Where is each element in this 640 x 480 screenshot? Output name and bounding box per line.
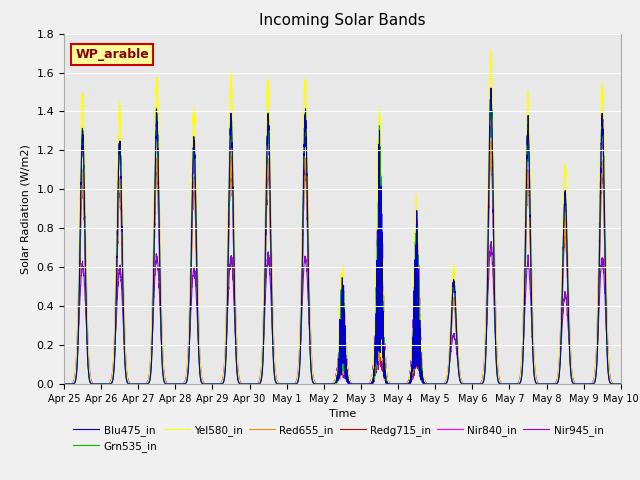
Line: Grn535_in: Grn535_in xyxy=(64,96,621,384)
Title: Incoming Solar Bands: Incoming Solar Bands xyxy=(259,13,426,28)
Line: Nir840_in: Nir840_in xyxy=(64,103,621,384)
Text: WP_arable: WP_arable xyxy=(75,48,149,61)
Legend: Blu475_in, Grn535_in, Yel580_in, Red655_in, Redg715_in, Nir840_in, Nir945_in: Blu475_in, Grn535_in, Yel580_in, Red655_… xyxy=(69,420,607,456)
Line: Yel580_in: Yel580_in xyxy=(64,51,621,384)
X-axis label: Time: Time xyxy=(329,409,356,419)
Line: Blu475_in: Blu475_in xyxy=(64,88,621,384)
Line: Red655_in: Red655_in xyxy=(64,140,621,384)
Y-axis label: Solar Radiation (W/m2): Solar Radiation (W/m2) xyxy=(21,144,31,274)
Line: Redg715_in: Redg715_in xyxy=(64,146,621,384)
Line: Nir945_in: Nir945_in xyxy=(64,241,621,384)
